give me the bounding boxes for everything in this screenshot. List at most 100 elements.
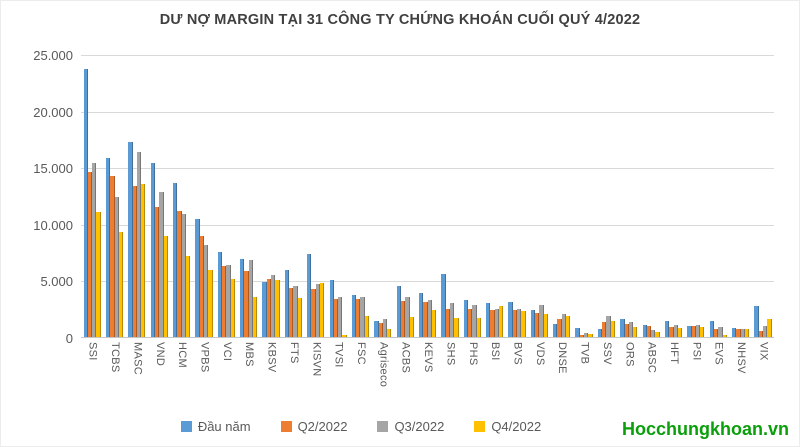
- bar-group: [439, 55, 461, 337]
- bar-group: [483, 55, 505, 337]
- x-label-cell: Agriseco: [372, 342, 394, 406]
- x-label-cell: SSI: [81, 342, 103, 406]
- bar: [342, 334, 347, 337]
- bar: [535, 312, 540, 337]
- x-axis-label: KBSV: [265, 342, 278, 373]
- bar: [110, 176, 115, 337]
- bar: [736, 329, 741, 337]
- bar: [252, 297, 258, 337]
- bar: [691, 325, 696, 337]
- bar: [333, 298, 339, 337]
- x-label-cell: SSV: [595, 342, 617, 406]
- bar: [159, 192, 164, 337]
- bar-group: [685, 55, 707, 337]
- bar: [508, 301, 513, 337]
- bar: [114, 196, 119, 337]
- bar: [163, 236, 168, 337]
- bar: [687, 325, 692, 337]
- bar: [521, 310, 526, 337]
- x-label-cell: VND: [148, 342, 170, 406]
- bar: [664, 321, 670, 337]
- bar: [173, 183, 178, 337]
- bar: [454, 318, 459, 337]
- legend-label: Đầu năm: [197, 418, 251, 434]
- bar: [624, 323, 629, 337]
- bar: [181, 213, 186, 337]
- x-axis-label: ORS: [623, 342, 636, 367]
- y-tick-label: 10.000: [33, 217, 73, 233]
- bar: [427, 300, 432, 337]
- x-axis: SSI TCBS MASC VND HCM VPBS VCI MBS KBSV FTS KISVN T…: [81, 342, 774, 406]
- x-axis-label: PHS: [466, 342, 479, 366]
- x-axis-label: KISVN: [310, 342, 323, 377]
- bar: [700, 327, 705, 337]
- bar: [248, 260, 253, 337]
- x-axis-label: MBS: [243, 342, 256, 367]
- bar: [543, 313, 548, 337]
- bar-group: [126, 55, 148, 337]
- bar: [382, 318, 388, 337]
- bar: [767, 319, 772, 337]
- bar: [655, 331, 660, 337]
- bar: [195, 219, 200, 337]
- x-axis-label: HFT: [668, 342, 681, 365]
- bar-group: [707, 55, 729, 337]
- bar: [217, 252, 223, 337]
- bar: [307, 253, 312, 337]
- x-label-cell: ORS: [618, 342, 640, 406]
- bar-group: [372, 55, 394, 337]
- bar: [154, 206, 160, 337]
- bar: [633, 327, 638, 337]
- bar-group: [193, 55, 215, 337]
- bar: [602, 321, 607, 337]
- plot-area: [81, 55, 774, 338]
- bar: [673, 324, 678, 337]
- bar: [472, 305, 477, 337]
- legend-item: Q3/2022: [377, 419, 444, 434]
- x-label-cell: PSI: [685, 342, 707, 406]
- bar-group: [461, 55, 483, 337]
- y-tick-label: 0: [65, 331, 73, 346]
- bar: [677, 328, 683, 337]
- bar-group: [528, 55, 550, 337]
- bar-group: [215, 55, 237, 337]
- bar-group: [260, 55, 282, 337]
- bar: [628, 322, 634, 337]
- bar: [606, 316, 611, 337]
- bar: [512, 310, 517, 337]
- x-label-cell: DNSE: [551, 342, 573, 406]
- legend-item: Q4/2022: [474, 419, 541, 434]
- bar: [132, 186, 137, 337]
- x-label-cell: TVB: [573, 342, 595, 406]
- x-label-cell: BSI: [483, 342, 505, 406]
- bar-group: [327, 55, 349, 337]
- bar: [490, 309, 495, 337]
- bar: [262, 281, 267, 337]
- bar: [744, 329, 750, 337]
- bar: [105, 158, 111, 337]
- x-label-cell: KBSV: [260, 342, 282, 406]
- bar: [185, 255, 191, 337]
- x-axis-label: EVS: [712, 342, 725, 365]
- bar-group: [640, 55, 662, 337]
- bar: [199, 236, 204, 337]
- bar: [651, 330, 656, 337]
- bar: [128, 142, 133, 337]
- bar: [378, 323, 383, 337]
- y-tick-label: 25.000: [33, 48, 73, 63]
- bar: [284, 269, 290, 337]
- bar: [517, 309, 522, 337]
- legend-swatch: [280, 420, 292, 432]
- chart-title: DƯ NỢ MARGIN TẠI 31 CÔNG TY CHỨNG KHOÁN …: [159, 12, 641, 28]
- bar: [610, 320, 616, 337]
- bar: [374, 321, 379, 337]
- x-label-cell: EVS: [707, 342, 729, 406]
- bar-group: [551, 55, 573, 337]
- gridline: [81, 168, 774, 170]
- x-axis-label: VND: [153, 342, 166, 367]
- bar: [762, 325, 768, 337]
- bar: [722, 334, 727, 337]
- x-label-cell: HFT: [662, 342, 684, 406]
- x-label-cell: VIX: [752, 342, 774, 406]
- x-axis-label: TCBS: [109, 342, 122, 373]
